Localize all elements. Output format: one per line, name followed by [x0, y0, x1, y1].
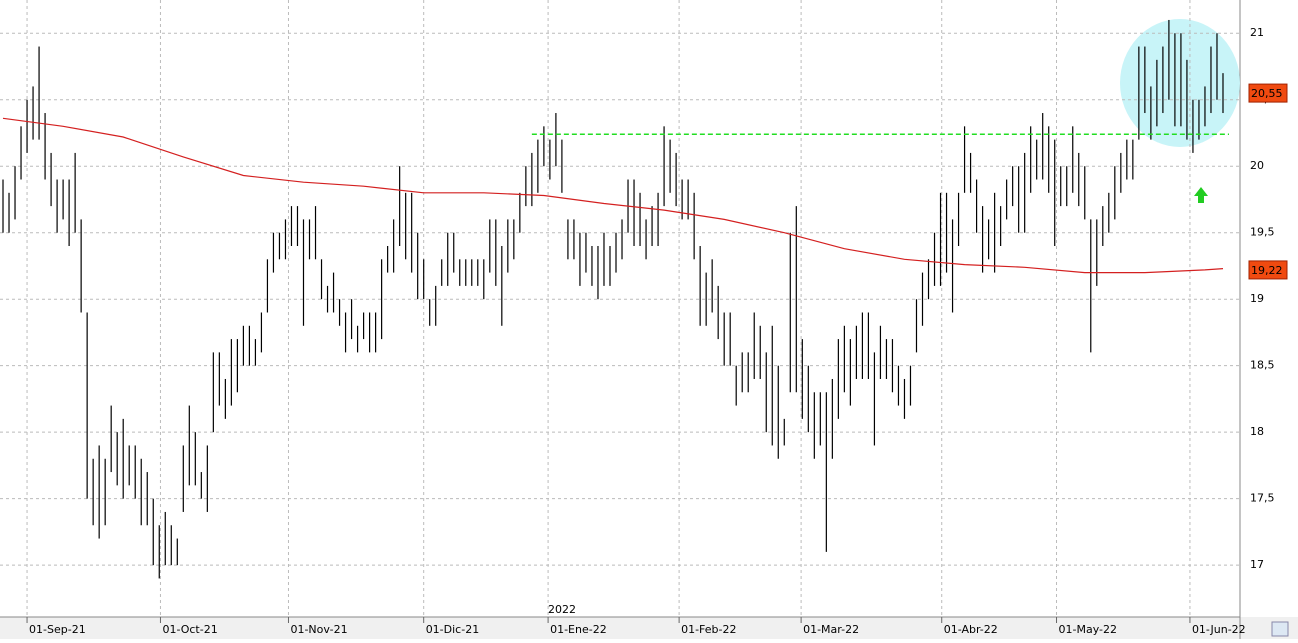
y-tick-label: 21 [1250, 26, 1264, 39]
x-tick-label: 01-Jun-22 [1192, 623, 1246, 636]
moving-average [2, 117, 1224, 274]
x-axis-strip [0, 617, 1298, 639]
x-tick-label: 01-Oct-21 [162, 623, 217, 636]
y-tick-label: 18,5 [1250, 359, 1275, 372]
price-tag-label: 19,22 [1251, 264, 1283, 277]
plot [0, 0, 1240, 617]
x-tick-label: 01-Sep-21 [29, 623, 86, 636]
x-tick-label: 01-Nov-21 [290, 623, 347, 636]
y-tick-label: 17 [1250, 558, 1264, 571]
price-tag-label: 20,55 [1251, 87, 1283, 100]
year-annotation: 2022 [548, 603, 576, 616]
x-tick-label: 01-Feb-22 [681, 623, 736, 636]
y-tick-label: 17,5 [1250, 492, 1275, 505]
y-tick-label: 18 [1250, 425, 1264, 438]
x-tick-label: 01-May-22 [1059, 623, 1117, 636]
y-tick-label: 20 [1250, 159, 1264, 172]
highlight-circle [1120, 19, 1240, 147]
x-tick-label: 01-Abr-22 [944, 623, 998, 636]
x-tick-label: 01-Mar-22 [803, 623, 859, 636]
price-tag [1248, 260, 1288, 280]
x-tick-label: 01-Ene-22 [550, 623, 607, 636]
price-tag [1248, 83, 1288, 103]
y-tick-label: 19,5 [1250, 226, 1275, 239]
x-tick-label: 01-Dic-21 [426, 623, 480, 636]
icon [1271, 621, 1289, 637]
up-arrow [1194, 187, 1208, 203]
y-tick-label: 19 [1250, 292, 1264, 305]
